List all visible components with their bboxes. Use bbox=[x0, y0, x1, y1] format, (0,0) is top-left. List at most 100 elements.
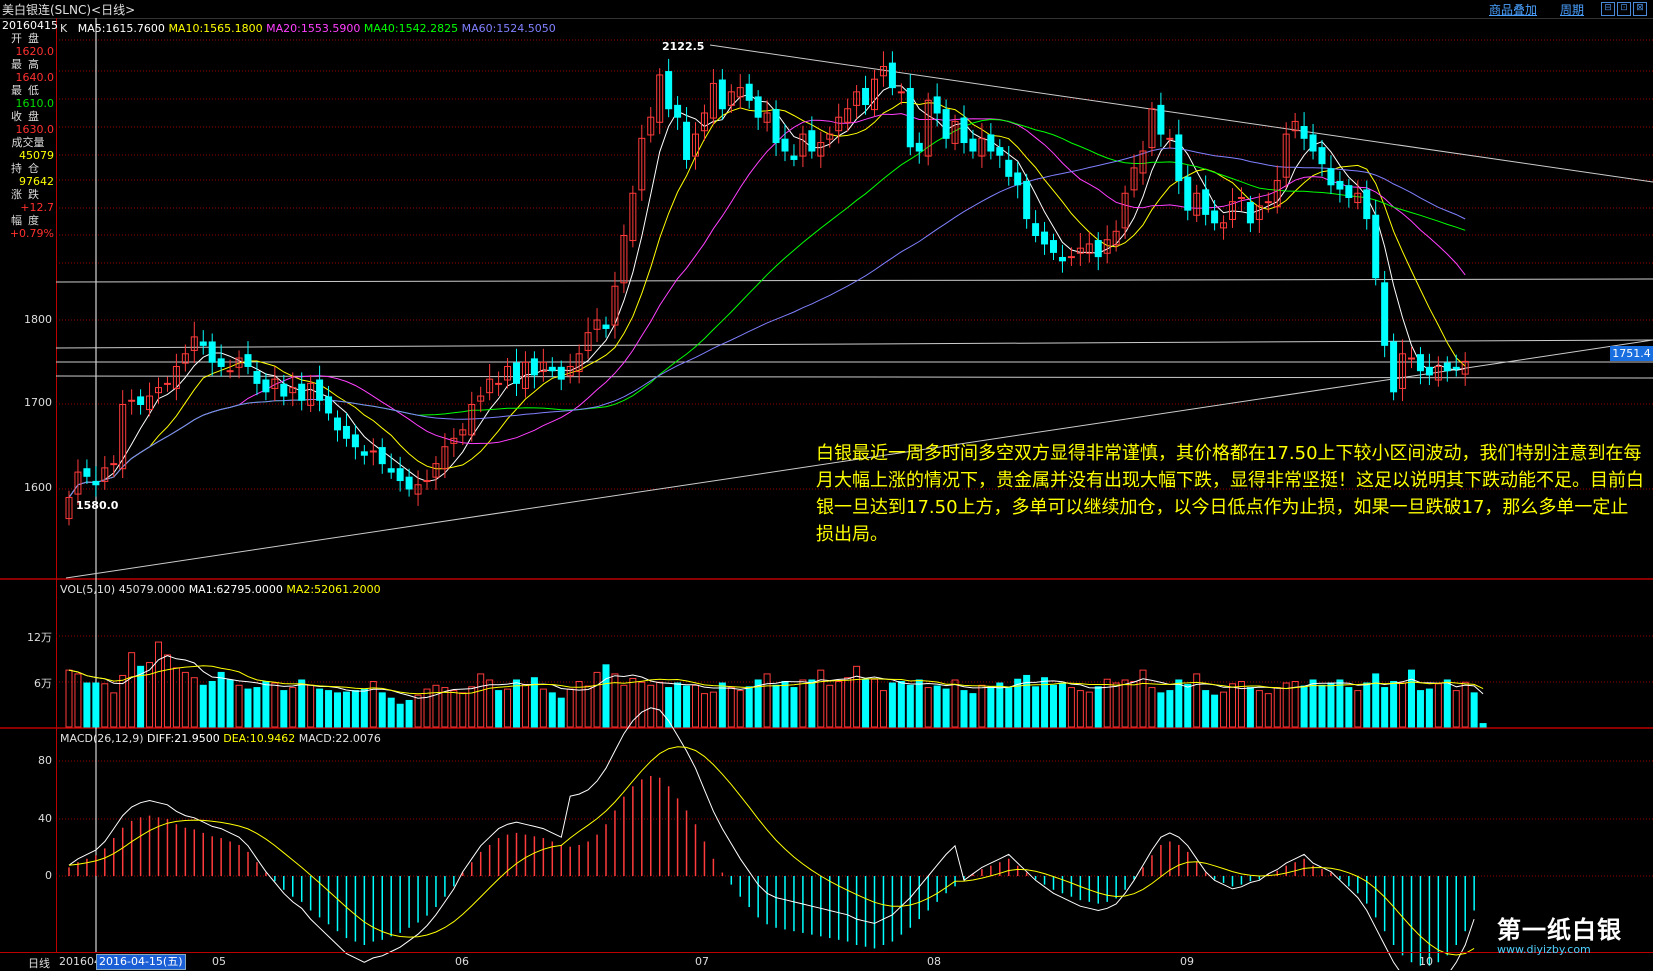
candle-body bbox=[575, 353, 583, 373]
candle-body bbox=[226, 370, 234, 373]
commodity-overlay-link[interactable]: 商品叠加 bbox=[1489, 3, 1538, 17]
diff-line bbox=[68, 707, 1475, 970]
volume-bar bbox=[181, 671, 189, 728]
volume-bar bbox=[1202, 690, 1210, 728]
volume-bar bbox=[951, 679, 959, 728]
candle-body bbox=[1094, 240, 1102, 258]
volume-bar bbox=[190, 677, 198, 728]
restore-icon[interactable]: ⊡ bbox=[1617, 2, 1631, 16]
candle-body bbox=[620, 235, 628, 284]
candle-body bbox=[1014, 172, 1022, 186]
macd-params: MACD(26,12,9) bbox=[60, 732, 144, 745]
candle-body bbox=[1327, 168, 1335, 186]
volume-bar bbox=[718, 682, 726, 728]
candle-body bbox=[844, 108, 852, 123]
volume-bar bbox=[1246, 687, 1254, 728]
candle-body bbox=[1345, 185, 1353, 198]
candle-body bbox=[969, 138, 977, 152]
candle-body bbox=[1085, 243, 1093, 254]
volume-bar bbox=[942, 688, 950, 728]
candle-body bbox=[235, 357, 243, 368]
candle-body bbox=[692, 133, 699, 157]
volume-bar bbox=[504, 688, 512, 728]
candle-body bbox=[360, 451, 368, 456]
candle-body bbox=[513, 362, 520, 384]
candle-body bbox=[835, 116, 843, 132]
close-icon[interactable]: ⊠ bbox=[1633, 2, 1647, 16]
volume-bar bbox=[432, 684, 440, 728]
ma60-value: MA60:1524.5050 bbox=[461, 22, 556, 35]
price-axis-label: 1800 bbox=[24, 313, 52, 326]
volume-bar bbox=[530, 677, 538, 728]
candle-body bbox=[539, 361, 547, 373]
volume-bar bbox=[1229, 683, 1236, 728]
volume-bar bbox=[1300, 685, 1308, 728]
vol-axis-label: 6万 bbox=[34, 677, 52, 690]
candle-body bbox=[1461, 360, 1469, 375]
quote-info-panel: 20160415 开盘 1620.0 最高 1640.0 最低 1610.0 收… bbox=[0, 19, 58, 240]
candle-body bbox=[495, 382, 503, 385]
candle-body bbox=[128, 399, 136, 402]
candle-body bbox=[342, 425, 350, 439]
candle-body bbox=[396, 468, 404, 482]
candle-body bbox=[477, 395, 485, 402]
value-open: 1620.0 bbox=[15, 45, 55, 58]
month-label: 09 bbox=[1180, 955, 1194, 968]
volume-bar bbox=[1220, 691, 1228, 728]
candle-body bbox=[172, 365, 180, 389]
volume-bar bbox=[486, 679, 494, 728]
candle-body bbox=[1408, 357, 1415, 360]
vol-axis-label: 12万 bbox=[27, 631, 52, 644]
volume-bar bbox=[155, 641, 162, 728]
candle-body bbox=[593, 319, 601, 330]
vol-ma2-value: MA2:52061.2000 bbox=[286, 583, 381, 596]
volume-bar bbox=[101, 683, 109, 728]
volume-bar bbox=[217, 671, 225, 728]
macd-axis-label: 40 bbox=[38, 812, 52, 825]
candle-body bbox=[629, 192, 637, 242]
volume-bar bbox=[495, 690, 503, 728]
volume-bar bbox=[692, 684, 699, 728]
candle-body bbox=[1309, 134, 1317, 152]
volume-bar bbox=[1318, 684, 1326, 728]
volume-bar bbox=[826, 684, 834, 728]
candle-body bbox=[1175, 134, 1183, 182]
volume-bar bbox=[754, 679, 762, 728]
ma5-line bbox=[68, 85, 1466, 498]
candle-body bbox=[1336, 180, 1344, 190]
volume-bar bbox=[709, 691, 717, 728]
candle-body bbox=[83, 468, 91, 477]
volume-bar bbox=[1381, 687, 1389, 728]
month-label: 06 bbox=[455, 955, 469, 968]
candle-body bbox=[65, 496, 73, 520]
volume-bar bbox=[781, 681, 789, 728]
ma20-value: MA20:1553.5900 bbox=[266, 22, 361, 35]
volume-bar bbox=[611, 673, 619, 728]
candle-body bbox=[656, 74, 664, 123]
volume-bar bbox=[307, 684, 315, 728]
volume-bar bbox=[128, 652, 136, 728]
candle-body bbox=[432, 463, 440, 478]
volume-bar bbox=[423, 688, 431, 728]
volume-bar bbox=[1470, 692, 1478, 728]
candle-body bbox=[1452, 366, 1460, 370]
candle-body bbox=[1005, 159, 1013, 177]
volume-bar bbox=[987, 686, 995, 728]
volume-bar bbox=[360, 688, 368, 728]
candle-body bbox=[1193, 192, 1201, 216]
candle-body bbox=[772, 109, 780, 144]
macd-value: MACD:22.0076 bbox=[298, 732, 381, 745]
macd-axis-label: 80 bbox=[38, 754, 52, 767]
period-link[interactable]: 周期 bbox=[1560, 3, 1585, 17]
candle-body bbox=[378, 447, 386, 465]
ma10-line bbox=[68, 101, 1466, 498]
candle-body bbox=[1443, 362, 1451, 372]
candle-body bbox=[879, 66, 887, 77]
candle-body bbox=[486, 378, 494, 394]
volume-bar bbox=[548, 692, 556, 728]
vol-ma1-value: MA1:62795.0000 bbox=[188, 583, 283, 596]
candle-body bbox=[674, 104, 682, 118]
minimize-icon[interactable]: ⊟ bbox=[1601, 2, 1615, 16]
candle-body bbox=[933, 96, 941, 114]
